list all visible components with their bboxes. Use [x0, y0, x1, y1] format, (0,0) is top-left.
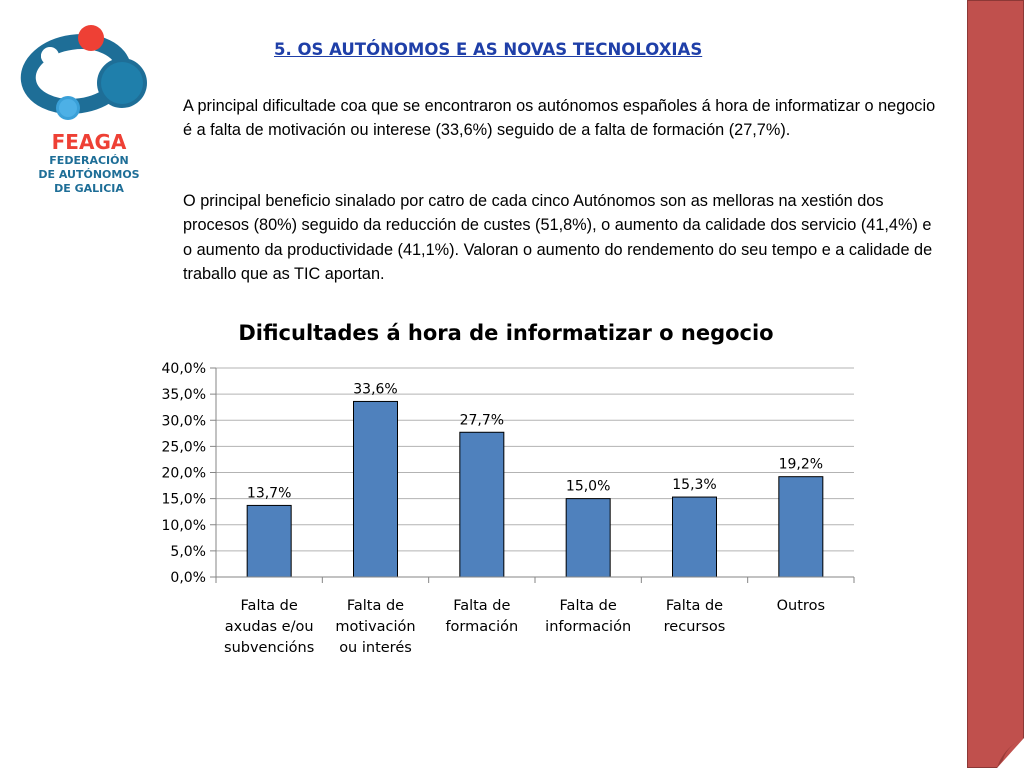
feaga-circles-logo-icon [20, 25, 147, 120]
data-label: 19,2% [779, 457, 823, 473]
chart-gridlines [216, 367, 854, 578]
y-tick-label: 0,0% [170, 570, 206, 586]
bar [246, 504, 292, 578]
chart-y-axis: 0,0% 5,0% 10,0% 15,0% 20,0% 25,0% 30,0% 35,0% 40… [162, 361, 217, 586]
x-tick-label: Falta de formación [445, 598, 518, 635]
bar [672, 496, 717, 578]
data-label: 33,6% [353, 381, 397, 397]
y-tick-label: 30,0% [162, 413, 206, 429]
data-label: 15,3% [672, 477, 716, 493]
page-title: 5. OS AUTÓNOMOS E AS NOVAS TECNOLOXIAS [274, 40, 703, 59]
data-label: 27,7% [460, 412, 504, 428]
logo-full-name: FEDERACIÓN DE AUTÓNOMOS DE GALICIA [14, 154, 164, 196]
y-tick-label: 15,0% [162, 492, 206, 508]
chart-x-axis: Falta de axudas e/ou subvencións Falta de mo… [215, 576, 855, 656]
y-tick-label: 35,0% [162, 387, 206, 403]
chart-title: Dificultades á hora de informatizar o ne… [238, 321, 773, 345]
page-curl-icon [997, 738, 1024, 768]
paragraph-benefits: O principal beneficio sinalado por catro… [183, 192, 933, 284]
bar [353, 400, 398, 578]
bar [565, 498, 611, 578]
paragraph-difficulties: A principal dificultade coa que se encon… [183, 97, 936, 140]
logo-abbreviation: FEAGA [51, 130, 127, 154]
x-tick-label: Falta de axudas e/ou subvencións [224, 598, 314, 656]
bar [459, 431, 505, 578]
logo-line: FEDERACIÓN [49, 154, 129, 167]
y-tick-label: 25,0% [162, 439, 206, 455]
logo-line: DE AUTÓNOMOS [38, 168, 140, 181]
chart-bars [246, 400, 824, 578]
x-tick-label: Outros [777, 598, 825, 614]
data-label: 13,7% [247, 485, 291, 501]
x-tick-label: Falta de recursos [664, 598, 726, 635]
chart-data-labels: 13,7% 33,6% 27,7% 15,0% 15,3% 19,2% [247, 381, 823, 501]
bar-chart: Dificultades á hora de informatizar o ne… [162, 321, 855, 656]
data-label: 15,0% [566, 479, 610, 495]
logo-line: DE GALICIA [54, 182, 124, 195]
bar [778, 476, 824, 578]
y-tick-label: 5,0% [170, 544, 206, 560]
x-tick-label: Falta de motivación ou interés [335, 598, 415, 656]
x-tick-label: Falta de información [545, 598, 631, 635]
page-sidebar [967, 0, 1024, 768]
y-tick-label: 20,0% [162, 466, 206, 482]
y-tick-label: 40,0% [162, 361, 206, 377]
feaga-logo: FEAGA FEDERACIÓN DE AUTÓNOMOS DE GALICIA [14, 18, 164, 203]
y-tick-label: 10,0% [162, 518, 206, 534]
